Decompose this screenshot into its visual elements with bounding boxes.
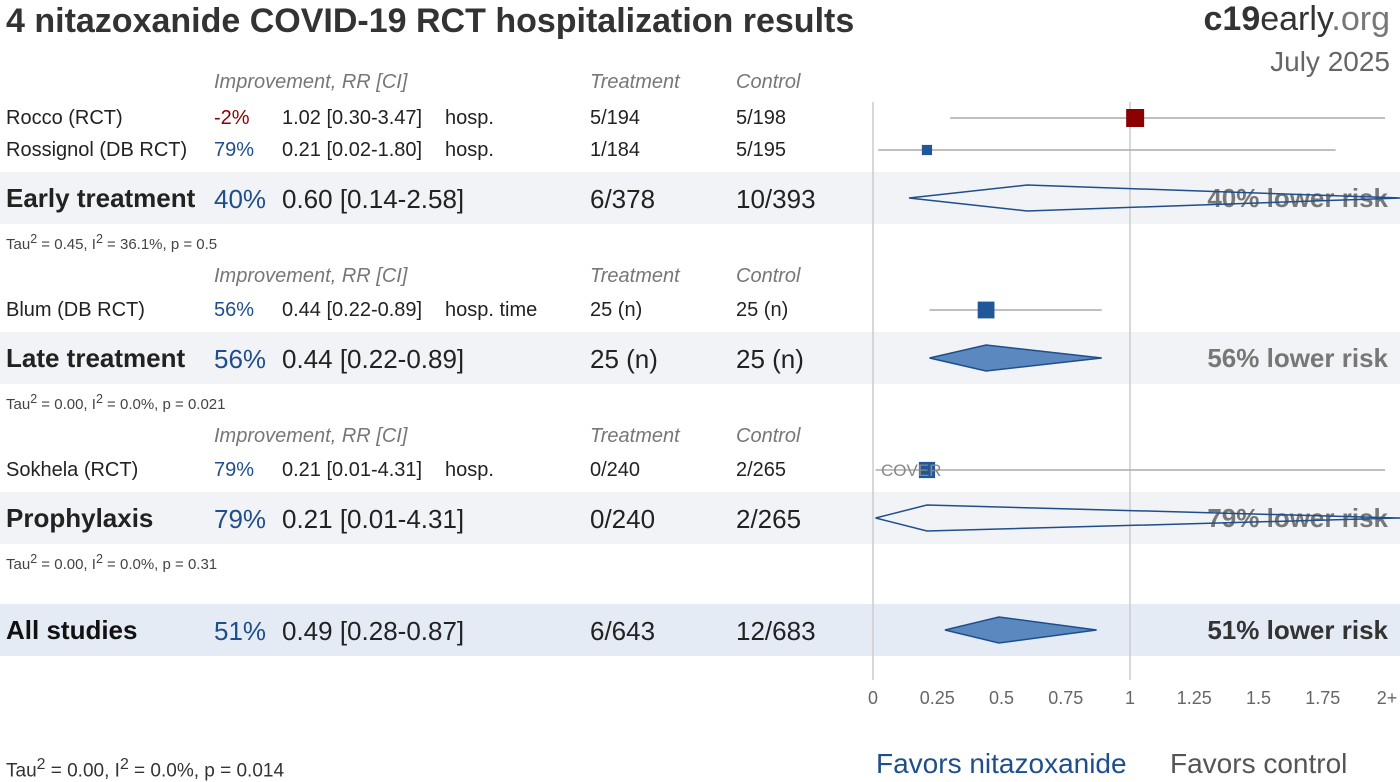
study-improvement: 56% — [214, 299, 255, 321]
all-rr-ci: 0.49 [0.28-0.87] — [282, 616, 465, 646]
page-title: 4 nitazoxanide COVID-19 RCT hospitalizat… — [6, 2, 855, 40]
group-name-early: Early treatment — [6, 183, 196, 213]
group-stats: Tau2 = 0.00, I2 = 0.0%, p = 0.31 — [6, 552, 218, 573]
late-summary-band — [0, 332, 1400, 384]
group-name-prophylaxis: Prophylaxis — [6, 503, 154, 533]
study-control: 2/265 — [736, 459, 787, 481]
group-summary-diamond — [908, 184, 1400, 212]
study-improvement: 79% — [214, 459, 255, 481]
group-stats: Tau2 = 0.45, I2 = 36.1%, p = 0.5 — [6, 232, 218, 253]
x-tick-label: 0 — [868, 688, 878, 708]
study-marker — [918, 461, 936, 479]
col-header-control: Control — [736, 265, 801, 287]
study-control: 5/195 — [736, 139, 787, 161]
group-control: 10/393 — [736, 184, 816, 214]
study-name: Sokhela (RCT) — [6, 459, 139, 481]
study-name: Rocco (RCT) — [6, 107, 123, 129]
study-outcome: hosp. time — [445, 299, 538, 321]
col-header-treatment: Treatment — [590, 71, 680, 93]
x-tick-label: 1.75 — [1305, 688, 1340, 708]
all-treatment: 6/643 — [590, 616, 656, 646]
brand-logo: c19early.org — [1204, 0, 1391, 39]
study-marker — [921, 144, 933, 156]
study-rr-ci: 1.02 [0.30-3.47] — [282, 107, 423, 129]
x-tick-label: 1.5 — [1246, 688, 1271, 708]
col-header-improvement: Improvement, RR [CI] — [214, 265, 408, 287]
group-control: 2/265 — [736, 504, 802, 534]
col-header-improvement: Improvement, RR [CI] — [214, 425, 408, 447]
brand-mid: early — [1260, 0, 1332, 38]
group-name-late: Late treatment — [6, 343, 186, 373]
x-tick-label: 0.5 — [989, 688, 1014, 708]
study-marker — [977, 301, 995, 319]
group-rr-ci: 0.21 [0.01-4.31] — [282, 504, 465, 534]
study-rr-ci: 0.44 [0.22-0.89] — [282, 299, 423, 321]
group-improvement: 56% — [214, 344, 267, 374]
study-outcome: hosp. — [445, 139, 494, 161]
group-control: 25 (n) — [736, 344, 804, 374]
x-tick-label: 0.75 — [1048, 688, 1083, 708]
study-control: 5/198 — [736, 107, 787, 129]
study-treatment: 25 (n) — [590, 299, 643, 321]
all-risk: 51% lower risk — [1207, 615, 1388, 645]
study-marker — [1126, 109, 1145, 127]
study-treatment: 1/184 — [590, 139, 641, 161]
group-summary-diamond — [929, 344, 1102, 372]
x-tick-label: 2+ — [1377, 688, 1398, 708]
study-control: 25 (n) — [736, 299, 789, 321]
col-header-treatment: Treatment — [590, 425, 680, 447]
group-improvement: 40% — [214, 184, 267, 214]
all-control: 12/683 — [736, 616, 816, 646]
group-treatment: 0/240 — [590, 504, 656, 534]
col-header-improvement: Improvement, RR [CI] — [214, 71, 408, 93]
col-header-control: Control — [736, 425, 801, 447]
favors-treatment-label: Favors nitazoxanide — [876, 748, 1127, 779]
study-rr-ci: 0.21 [0.01-4.31] — [282, 459, 423, 481]
col-header-control: Control — [736, 71, 801, 93]
group-improvement: 79% — [214, 504, 267, 534]
favors-control-label: Favors control — [1170, 748, 1348, 779]
all-improvement: 51% — [214, 616, 267, 646]
group-risk: 40% lower risk — [1207, 183, 1388, 213]
brand-bold: c19 — [1203, 0, 1261, 38]
group-summary-diamond — [875, 504, 1400, 532]
report-date: July 2025 — [1270, 46, 1390, 77]
x-tick-label: 1 — [1125, 688, 1135, 708]
study-treatment: 0/240 — [590, 459, 641, 481]
x-tick-label: 0.25 — [920, 688, 955, 708]
group-treatment: 25 (n) — [590, 344, 658, 374]
x-tick-label: 1.25 — [1177, 688, 1212, 708]
group-risk: 56% lower risk — [1207, 343, 1388, 373]
all-studies-name: All studies — [6, 615, 138, 645]
group-treatment: 6/378 — [590, 184, 656, 214]
all-studies-diamond — [944, 616, 1097, 644]
study-improvement: 79% — [214, 139, 255, 161]
cover-label: COVER — [881, 461, 941, 480]
study-improvement: -2% — [214, 107, 250, 129]
group-risk: 79% lower risk — [1207, 503, 1388, 533]
study-name: Rossignol (DB RCT) — [6, 139, 188, 161]
group-stats: Tau2 = 0.00, I2 = 0.0%, p = 0.021 — [6, 392, 226, 413]
overall-stats: Tau2 = 0.00, I2 = 0.0%, p = 0.014 — [6, 756, 285, 782]
group-rr-ci: 0.60 [0.14-2.58] — [282, 184, 465, 214]
study-outcome: hosp. — [445, 459, 494, 481]
early-summary-band — [0, 172, 1400, 224]
all-studies-band — [0, 604, 1400, 656]
study-treatment: 5/194 — [590, 107, 641, 129]
prophylaxis-summary-band — [0, 492, 1400, 544]
study-rr-ci: 0.21 [0.02-1.80] — [282, 139, 423, 161]
study-name: Blum (DB RCT) — [6, 299, 145, 321]
brand-light: .org — [1331, 0, 1390, 38]
group-rr-ci: 0.44 [0.22-0.89] — [282, 344, 465, 374]
study-outcome: hosp. — [445, 107, 494, 129]
col-header-treatment: Treatment — [590, 265, 680, 287]
